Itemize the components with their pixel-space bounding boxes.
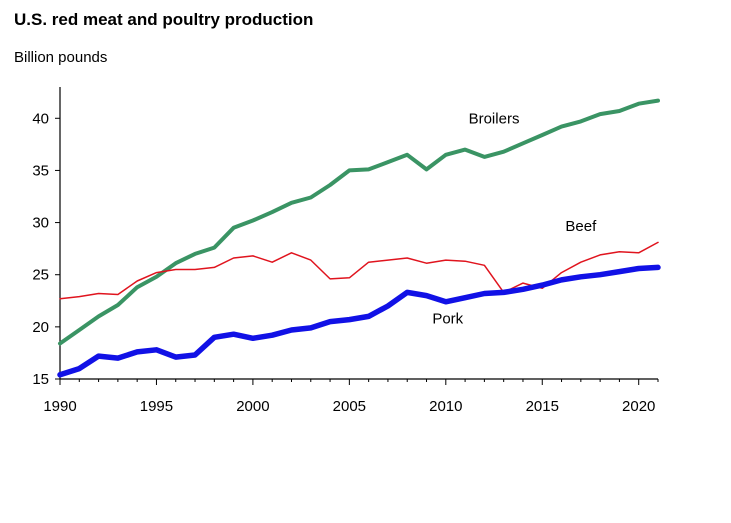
x-tick-label: 2005: [333, 398, 366, 415]
y-tick-label: 15: [32, 371, 49, 388]
series-label-beef: Beef: [565, 218, 597, 235]
x-tick-label: 2020: [622, 398, 655, 415]
x-tick-label: 1990: [43, 398, 76, 415]
chart-series-labels: Broilers Beef Pork: [432, 111, 597, 328]
y-tick-label: 25: [32, 267, 49, 284]
y-tick-label: 20: [32, 319, 49, 336]
x-tick-label: 2010: [429, 398, 462, 415]
chart-axes: 15 20 25 30 35 40 1990 1995 2000 2005 2010 2015 2020: [32, 87, 659, 415]
y-tick-label: 30: [32, 215, 49, 232]
y-tick-label: 40: [32, 110, 49, 127]
series-line-beef: [59, 241, 659, 300]
x-tick-label: 2015: [526, 398, 559, 415]
x-tick-label: 1995: [140, 398, 173, 415]
series-line-broilers: [58, 98, 660, 346]
series-line-pork: [57, 264, 661, 378]
series-label-pork: Pork: [432, 311, 463, 328]
x-tick-label: 2000: [236, 398, 269, 415]
y-tick-label: 35: [32, 162, 49, 179]
y-axis-unit-label: Billion pounds: [14, 49, 108, 66]
chart-series-lines: [57, 98, 661, 378]
chart-title: U.S. red meat and poultry production: [14, 10, 314, 29]
series-label-broilers: Broilers: [469, 111, 520, 128]
